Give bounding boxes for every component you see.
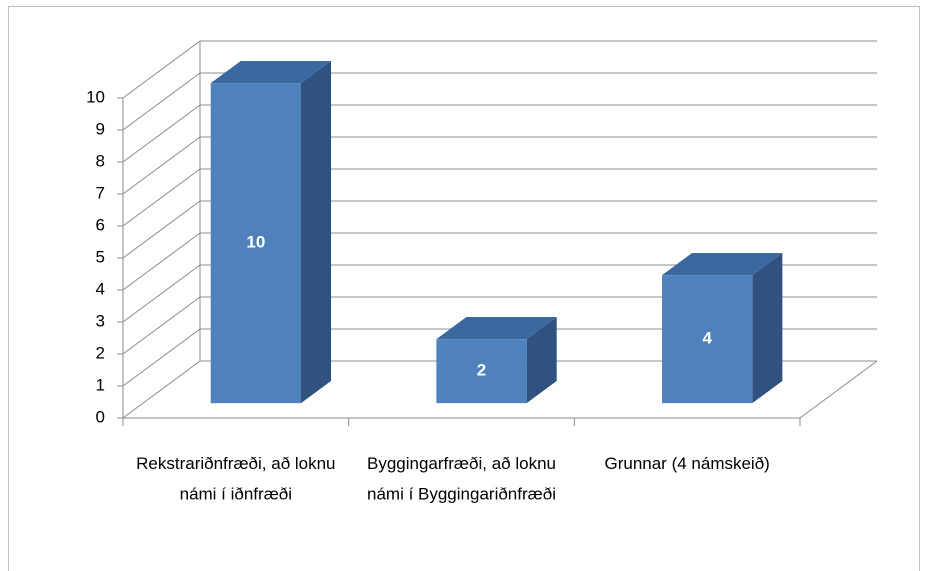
x-tick-label: Rekstrariðnfræði, að loknu námi í iðnfræð… bbox=[136, 454, 335, 504]
y-tick-label: 8 bbox=[96, 151, 105, 170]
grid-line bbox=[122, 232, 877, 291]
y-tick-label: 6 bbox=[96, 215, 105, 234]
grid-line bbox=[122, 200, 877, 259]
y-tick-label: 0 bbox=[96, 407, 105, 426]
bar-side bbox=[526, 316, 557, 404]
grid-line bbox=[122, 360, 877, 419]
x-tick-label-line: Grunnar (4 námskeið) bbox=[604, 454, 769, 473]
y-tick-label: 10 bbox=[86, 87, 105, 106]
bar-group: 10 bbox=[210, 60, 332, 404]
y-tick-label: 4 bbox=[96, 279, 105, 298]
grid-line bbox=[122, 264, 877, 323]
bar bbox=[662, 275, 753, 404]
grid-line bbox=[122, 136, 877, 195]
grid-line bbox=[122, 40, 877, 99]
bar-side bbox=[300, 60, 332, 404]
x-tick-label-line: Rekstrariðnfræði, að loknu bbox=[136, 454, 335, 473]
x-tick-label: Byggingarfræði, að loknu námi í Byggingar… bbox=[367, 454, 556, 504]
data-label: 10 bbox=[246, 233, 265, 252]
grid-line bbox=[122, 328, 877, 387]
grid-line bbox=[122, 168, 877, 227]
y-tick-label: 5 bbox=[96, 247, 105, 266]
grid-line bbox=[122, 72, 877, 131]
bar-group: 4 bbox=[662, 252, 783, 404]
y-tick-label: 2 bbox=[96, 343, 105, 362]
x-tick-label-line: námi í Byggingariðnfræði bbox=[367, 485, 556, 504]
y-tick-label: 9 bbox=[96, 119, 105, 138]
grid-line bbox=[122, 104, 877, 163]
bar bbox=[210, 83, 301, 404]
floor-edge bbox=[799, 360, 878, 419]
bar-top bbox=[436, 316, 557, 340]
bar bbox=[436, 339, 527, 404]
chart-border bbox=[8, 6, 920, 571]
data-label: 4 bbox=[702, 329, 712, 348]
y-tick-label: 7 bbox=[96, 183, 105, 202]
bar-group: 2 bbox=[436, 316, 557, 404]
bar-side bbox=[752, 252, 783, 404]
bar-top bbox=[662, 252, 783, 276]
x-tick-label: Grunnar (4 námskeið) bbox=[604, 454, 769, 473]
grid-line bbox=[122, 296, 877, 355]
y-tick-label: 1 bbox=[96, 375, 105, 394]
x-tick-label-line: Byggingarfræði, að loknu bbox=[367, 454, 556, 473]
bar-top bbox=[210, 60, 332, 84]
data-label: 2 bbox=[477, 361, 486, 380]
x-tick-label-line: námi í iðnfræði bbox=[180, 485, 292, 504]
y-tick-label: 3 bbox=[96, 311, 105, 330]
